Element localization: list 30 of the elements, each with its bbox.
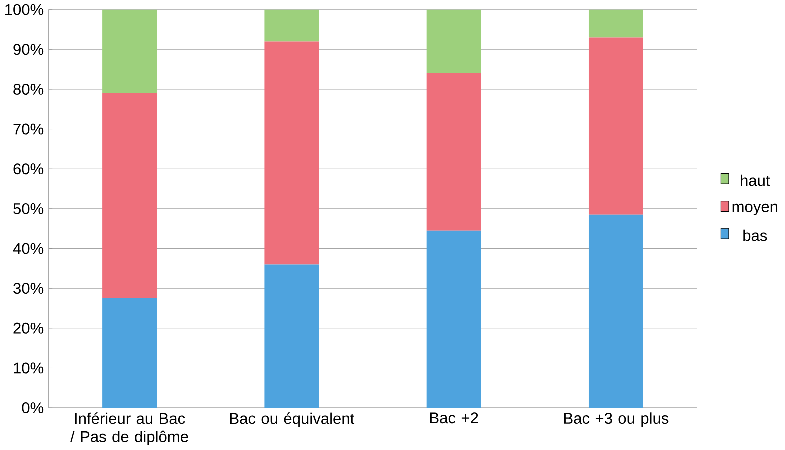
legend-label: bas — [744, 230, 768, 242]
bar — [426, 10, 482, 74]
legend-label: moyen — [732, 204, 778, 216]
y-tick-label: 80% — [14, 84, 44, 96]
y-tick-label: 100% — [6, 4, 44, 16]
y-tick-label: 20% — [14, 323, 44, 334]
y-tick-label: 30% — [14, 283, 44, 294]
x-tick-label: Bac +3 ou plus — [564, 412, 669, 428]
bar — [264, 10, 320, 42]
bar — [102, 298, 158, 408]
legend-label: haut — [741, 174, 770, 186]
bar — [264, 264, 320, 408]
y-tick-label: 90% — [14, 44, 44, 56]
bar — [264, 42, 320, 265]
bar — [426, 74, 482, 231]
x-tick-label: Bac +2 — [430, 412, 478, 424]
y-tick-label: 70% — [14, 124, 44, 135]
bar — [588, 215, 644, 408]
bar — [426, 230, 482, 408]
bar — [102, 94, 158, 299]
y-tick-label: 50% — [14, 204, 44, 215]
x-tick-label: Bac ou équivalent — [230, 412, 355, 428]
y-tick-label: 0% — [22, 402, 44, 414]
y-tick-label: 60% — [14, 164, 44, 175]
bar — [588, 10, 644, 38]
bar — [102, 10, 158, 94]
y-tick-label: 10% — [14, 362, 44, 374]
x-tick-label: Inférieur au Bac / Pas de diplôme — [70, 412, 188, 446]
bar — [588, 38, 644, 216]
y-tick-label: 40% — [13, 243, 44, 254]
